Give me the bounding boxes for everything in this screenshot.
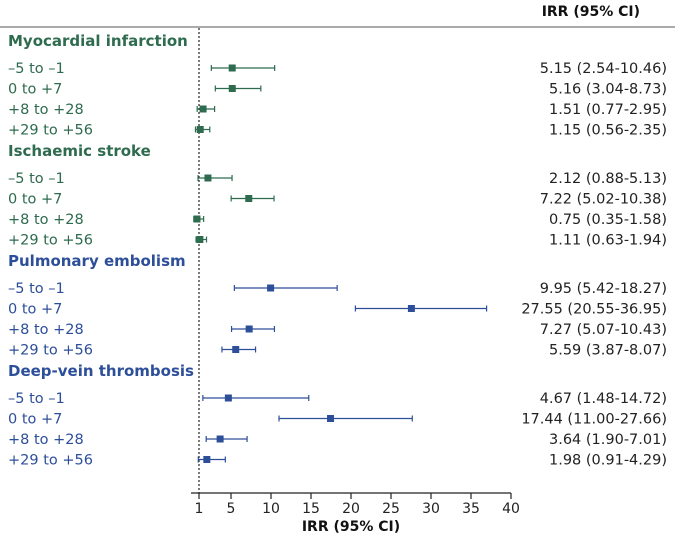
group-title: Pulmonary embolism xyxy=(8,252,186,270)
period-label: +8 to +28 xyxy=(8,102,84,118)
x-tick-label: 40 xyxy=(502,501,520,517)
irr-value-label: 1.51 (0.77-2.95) xyxy=(549,102,667,118)
period-label: –5 to –1 xyxy=(8,61,65,77)
period-label: 0 to +7 xyxy=(8,302,62,318)
point-estimate xyxy=(407,305,415,312)
x-tick-label: 25 xyxy=(382,501,400,517)
period-label: +8 to +28 xyxy=(8,212,84,228)
x-tick-label: 15 xyxy=(302,501,320,517)
point-estimate xyxy=(193,215,201,223)
x-tick-label: 35 xyxy=(462,501,480,517)
period-label: +29 to +56 xyxy=(8,343,93,359)
irr-value-label: 17.44 (11.00-27.66) xyxy=(521,412,667,428)
irr-value-label: 1.15 (0.56-2.35) xyxy=(549,123,667,139)
irr-value-label: 2.12 (0.88-5.13) xyxy=(549,171,667,187)
group-title: Deep-vein thrombosis xyxy=(8,362,194,380)
plot-layer: Myocardial infarction –5 to –1 5.15 (2.54-… xyxy=(8,28,667,517)
point-estimate xyxy=(203,456,211,463)
point-estimate xyxy=(196,236,204,243)
period-label: +29 to +56 xyxy=(8,453,93,469)
point-estimate xyxy=(196,126,204,133)
irr-value-label: 5.59 (3.87-8.07) xyxy=(549,343,667,359)
period-label: 0 to +7 xyxy=(8,82,62,98)
x-tick-label: 1 xyxy=(195,501,204,517)
point-estimate xyxy=(327,415,335,422)
group-title: Myocardial infarction xyxy=(8,32,188,50)
irr-value-label: 1.11 (0.63-1.94) xyxy=(549,233,667,249)
period-label: +8 to +28 xyxy=(8,322,84,338)
irr-value-label: 27.55 (20.55-36.95) xyxy=(521,302,667,318)
period-label: –5 to –1 xyxy=(8,281,65,297)
point-estimate xyxy=(204,174,212,182)
irr-value-label: 0.75 (0.35-1.58) xyxy=(549,212,667,228)
irr-value-label: 7.27 (5.07-10.43) xyxy=(540,322,667,338)
x-axis-label: IRR (95% CI) xyxy=(302,519,400,535)
irr-value-label: 7.22 (5.02-10.38) xyxy=(540,192,667,208)
point-estimate xyxy=(224,394,232,402)
point-estimate xyxy=(216,435,224,443)
point-estimate xyxy=(228,85,236,92)
point-estimate xyxy=(267,284,275,292)
period-label: +29 to +56 xyxy=(8,233,93,249)
point-estimate xyxy=(245,195,253,202)
irr-value-label: 4.67 (1.48-14.72) xyxy=(540,391,667,407)
x-tick-label: 10 xyxy=(262,501,280,517)
column-header: IRR (95% CI) xyxy=(542,4,640,20)
point-estimate xyxy=(199,105,207,113)
x-tick-label: 30 xyxy=(422,501,440,517)
point-estimate xyxy=(228,64,236,72)
x-tick-label: 5 xyxy=(227,501,236,517)
irr-value-label: 9.95 (5.42-18.27) xyxy=(540,281,667,297)
group-title: Ischaemic stroke xyxy=(8,142,151,160)
period-label: +29 to +56 xyxy=(8,123,93,139)
point-estimate xyxy=(245,325,253,333)
period-label: –5 to –1 xyxy=(8,171,65,187)
irr-value-label: 5.16 (3.04-8.73) xyxy=(549,82,667,98)
x-tick-label: 20 xyxy=(342,501,360,517)
period-label: –5 to –1 xyxy=(8,391,65,407)
irr-value-label: 5.15 (2.54-10.46) xyxy=(540,61,667,77)
period-label: 0 to +7 xyxy=(8,192,62,208)
period-label: 0 to +7 xyxy=(8,412,62,428)
period-label: +8 to +28 xyxy=(8,432,84,448)
irr-value-label: 1.98 (0.91-4.29) xyxy=(549,453,667,469)
irr-value-label: 3.64 (1.90-7.01) xyxy=(549,432,667,448)
point-estimate xyxy=(232,346,240,353)
